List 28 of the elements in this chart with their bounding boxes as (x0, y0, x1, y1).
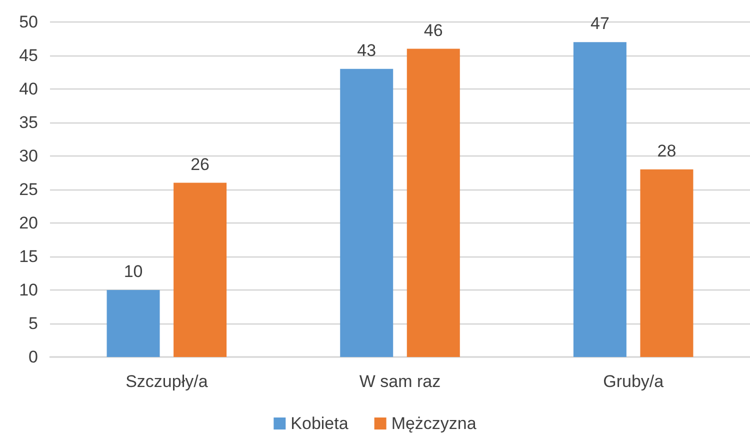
y-tick-label: 5 (28, 314, 38, 333)
bar (174, 182, 227, 357)
x-tick-label: W sam raz (359, 372, 441, 391)
bar (340, 68, 394, 357)
y-tick-label: 15 (19, 247, 38, 266)
y-tick-label: 25 (19, 180, 38, 199)
data-label: 28 (657, 141, 676, 160)
y-tick-label: 20 (19, 214, 38, 232)
y-tick-label: 40 (19, 80, 38, 98)
y-tick-label: 50 (19, 12, 38, 32)
legend-label: Kobieta (290, 414, 349, 433)
data-label: 10 (124, 262, 143, 281)
data-label: 43 (357, 40, 376, 60)
data-label: 47 (590, 14, 610, 34)
y-tick-label: 10 (19, 280, 38, 300)
legend-label: Mężczyzna (391, 414, 477, 433)
bar (573, 42, 626, 357)
bar (106, 290, 160, 357)
data-label: 46 (424, 20, 443, 40)
x-tick-label: Gruby/a (603, 372, 664, 391)
y-tick-label: 35 (19, 113, 38, 132)
bar (640, 169, 694, 357)
y-tick-label: 45 (19, 46, 38, 65)
y-tick-label: 30 (19, 146, 38, 166)
bar (406, 48, 460, 357)
y-tick-label: 0 (28, 348, 38, 366)
data-label: 26 (190, 154, 210, 174)
x-tick-label: Szczupły/a (126, 372, 208, 391)
